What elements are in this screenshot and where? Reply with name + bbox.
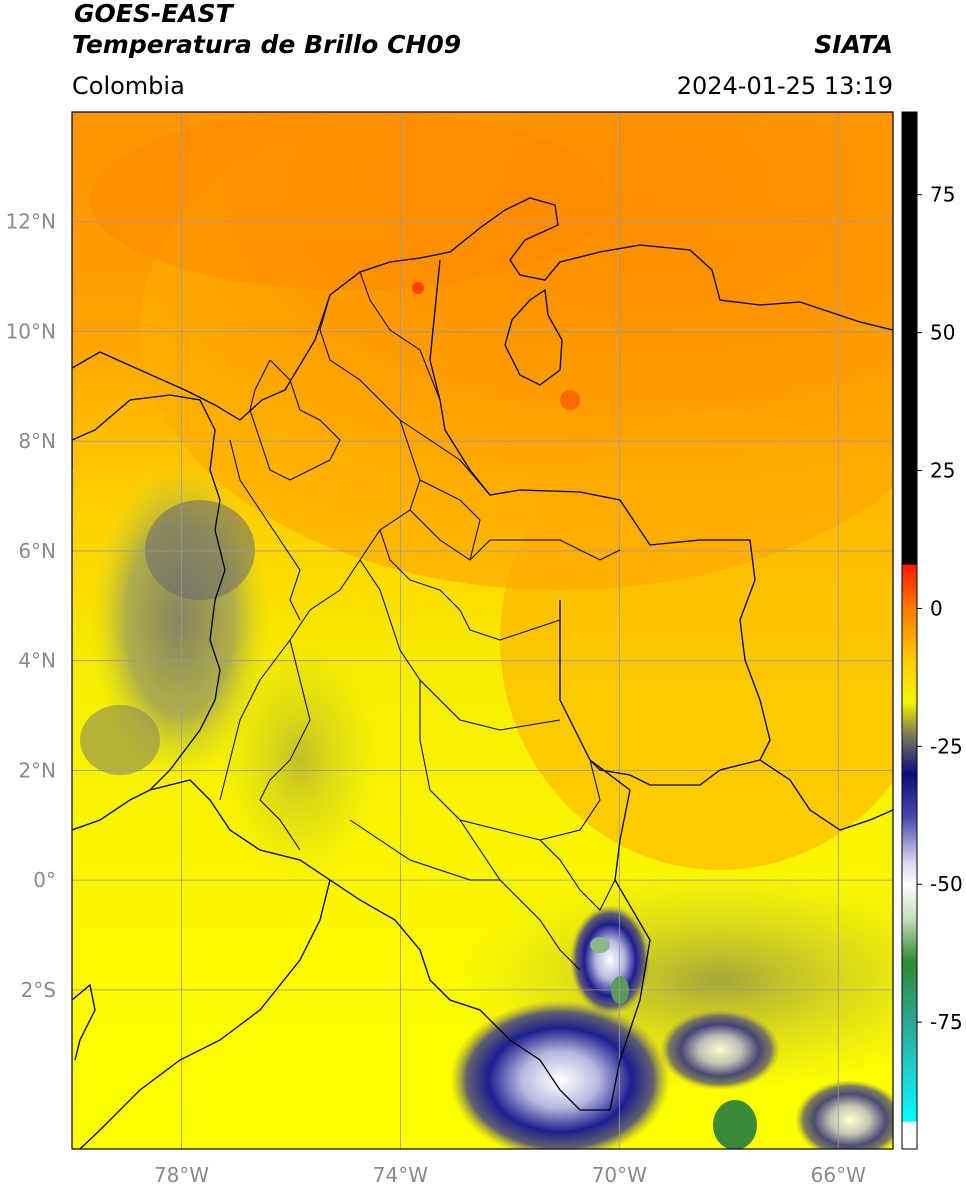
coastline-caribbean [72, 197, 893, 421]
temperature-field [72, 112, 893, 1149]
border-colombia-brazil [589, 759, 651, 1111]
product-title: GOES-EAST [74, 0, 233, 28]
lat-tick-label: 6°N [18, 539, 56, 563]
colorbar-tick-label: 0 [930, 596, 943, 620]
lat-tick-label: 12°N [6, 210, 56, 234]
product-subtitle: Temperatura de Brillo CH09 [72, 30, 462, 59]
coastline-ecuador [72, 983, 96, 1061]
lon-tick-label: 66°W [811, 1163, 866, 1187]
coastline-maracaibo [504, 288, 563, 386]
border-colombia-venezuela [429, 259, 771, 786]
lat-tick-label: 4°N [18, 649, 56, 673]
colorbar-tick-label: 50 [930, 321, 955, 345]
colorbar-tick-label: -75 [930, 1010, 963, 1034]
colorbar-scale [901, 111, 918, 1150]
border-colombia-peru [149, 779, 610, 1111]
lon-tick-label: 74°W [373, 1163, 428, 1187]
region-label: Colombia [72, 72, 185, 100]
lat-tick-label: 2°N [18, 758, 56, 782]
lat-tick-label: 10°N [6, 319, 56, 343]
lon-tick-label: 78°W [154, 1163, 209, 1187]
colorbar-tick-label: 25 [930, 459, 955, 483]
timestamp-label: 2024-01-25 13:19 [676, 72, 893, 100]
lat-tick-label: 8°N [18, 429, 56, 453]
border-peru-ecuador [79, 879, 331, 1149]
colorbar-tick-label: -25 [930, 734, 963, 758]
graticule [72, 112, 893, 1149]
map-frame [71, 111, 894, 1150]
coastline-pacific [72, 394, 226, 831]
colorbar: 75 50 25 0 -25 -50 -75 [901, 111, 963, 1150]
colorbar-tick-label: -50 [930, 872, 963, 896]
colorbar-tick-label: 75 [930, 183, 955, 207]
department-lines [219, 271, 621, 971]
lon-tick-label: 70°W [592, 1163, 647, 1187]
border-brazil-venezuela [759, 759, 893, 831]
longitude-labels: 78°W 74°W 70°W 66°W [154, 1163, 866, 1187]
lat-tick-label: 0° [33, 868, 56, 892]
latitude-labels: 12°N 10°N 8°N 6°N 4°N 2°N 0° 2°S [6, 210, 56, 1002]
lat-tick-label: 2°S [21, 978, 56, 1002]
boundaries [72, 197, 893, 1149]
brand-label: SIATA [814, 30, 893, 59]
